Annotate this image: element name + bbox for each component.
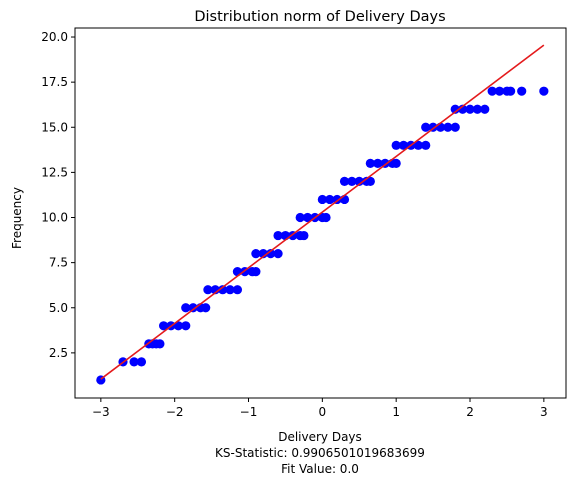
x-tick-label: 1 — [392, 405, 400, 419]
x-tick-label: −1 — [240, 405, 258, 419]
data-point — [325, 194, 335, 205]
data-point — [506, 86, 516, 96]
data-point — [321, 212, 331, 223]
data-point — [373, 158, 383, 168]
plot-area — [96, 44, 549, 385]
x-tick-label: −2 — [166, 405, 184, 419]
data-point — [421, 122, 431, 132]
y-tick-label: 10.0 — [41, 211, 68, 225]
data-point — [273, 249, 283, 259]
x-tick-label: 0 — [319, 405, 327, 419]
data-point — [391, 140, 401, 150]
y-tick-label: 20.0 — [41, 30, 68, 44]
data-point — [181, 321, 191, 331]
data-point — [201, 303, 211, 313]
data-point — [159, 321, 169, 331]
data-point — [347, 176, 357, 187]
data-point — [203, 285, 213, 295]
data-point — [232, 285, 243, 295]
data-point — [413, 140, 423, 150]
data-point — [458, 104, 468, 114]
ks-statistic-caption: KS-Statistic: 0.9906501019683699 — [215, 446, 425, 460]
y-axis-label: Frequency — [10, 187, 24, 249]
data-point — [465, 104, 475, 114]
data-point — [365, 176, 375, 187]
data-point — [136, 357, 147, 367]
x-tick-label: 2 — [466, 405, 474, 419]
data-point — [299, 230, 309, 241]
y-tick-label: 5.0 — [49, 301, 68, 315]
data-point — [258, 249, 268, 259]
data-point — [302, 212, 313, 223]
data-point — [354, 176, 364, 187]
data-point — [266, 249, 276, 259]
x-axis-label: Delivery Days — [278, 430, 362, 444]
y-tick-label: 15.0 — [41, 120, 68, 134]
data-point — [517, 86, 527, 96]
data-point — [391, 158, 401, 168]
data-point — [251, 249, 261, 259]
y-tick-label: 7.5 — [49, 256, 68, 270]
data-point — [339, 176, 350, 187]
data-point — [218, 285, 228, 295]
y-tick-label: 12.5 — [41, 165, 68, 179]
data-point — [155, 339, 165, 349]
data-point — [443, 122, 453, 132]
data-point — [317, 194, 327, 205]
data-point — [539, 86, 549, 96]
data-point — [472, 104, 482, 114]
data-point — [365, 158, 375, 168]
y-axis: 2.5 5.0 7.5 10.0 12.5 15.0 17.5 20.0 — [41, 30, 75, 360]
y-tick-label: 2.5 — [49, 346, 68, 360]
data-point — [480, 104, 490, 114]
data-point — [487, 86, 497, 96]
x-axis: −3 −2 −1 0 1 2 3 — [92, 398, 548, 419]
x-tick-label: 3 — [540, 405, 548, 419]
data-point — [450, 104, 460, 114]
data-point — [273, 230, 283, 241]
data-point — [450, 122, 460, 132]
data-point — [173, 321, 183, 331]
fit-value-caption: Fit Value: 0.0 — [281, 462, 359, 476]
data-point — [181, 303, 191, 313]
y-tick-label: 17.5 — [41, 75, 68, 89]
data-point — [188, 303, 198, 313]
data-point — [494, 86, 505, 96]
data-point — [225, 285, 235, 295]
data-point — [129, 357, 139, 367]
fit-line — [100, 44, 545, 380]
x-tick-label: −3 — [92, 405, 110, 419]
data-point — [421, 140, 431, 150]
axes-frame — [74, 27, 567, 399]
data-point — [398, 140, 409, 150]
data-point — [251, 267, 261, 277]
chart-title: Distribution norm of Delivery Days — [194, 9, 445, 25]
data-point — [295, 212, 305, 223]
